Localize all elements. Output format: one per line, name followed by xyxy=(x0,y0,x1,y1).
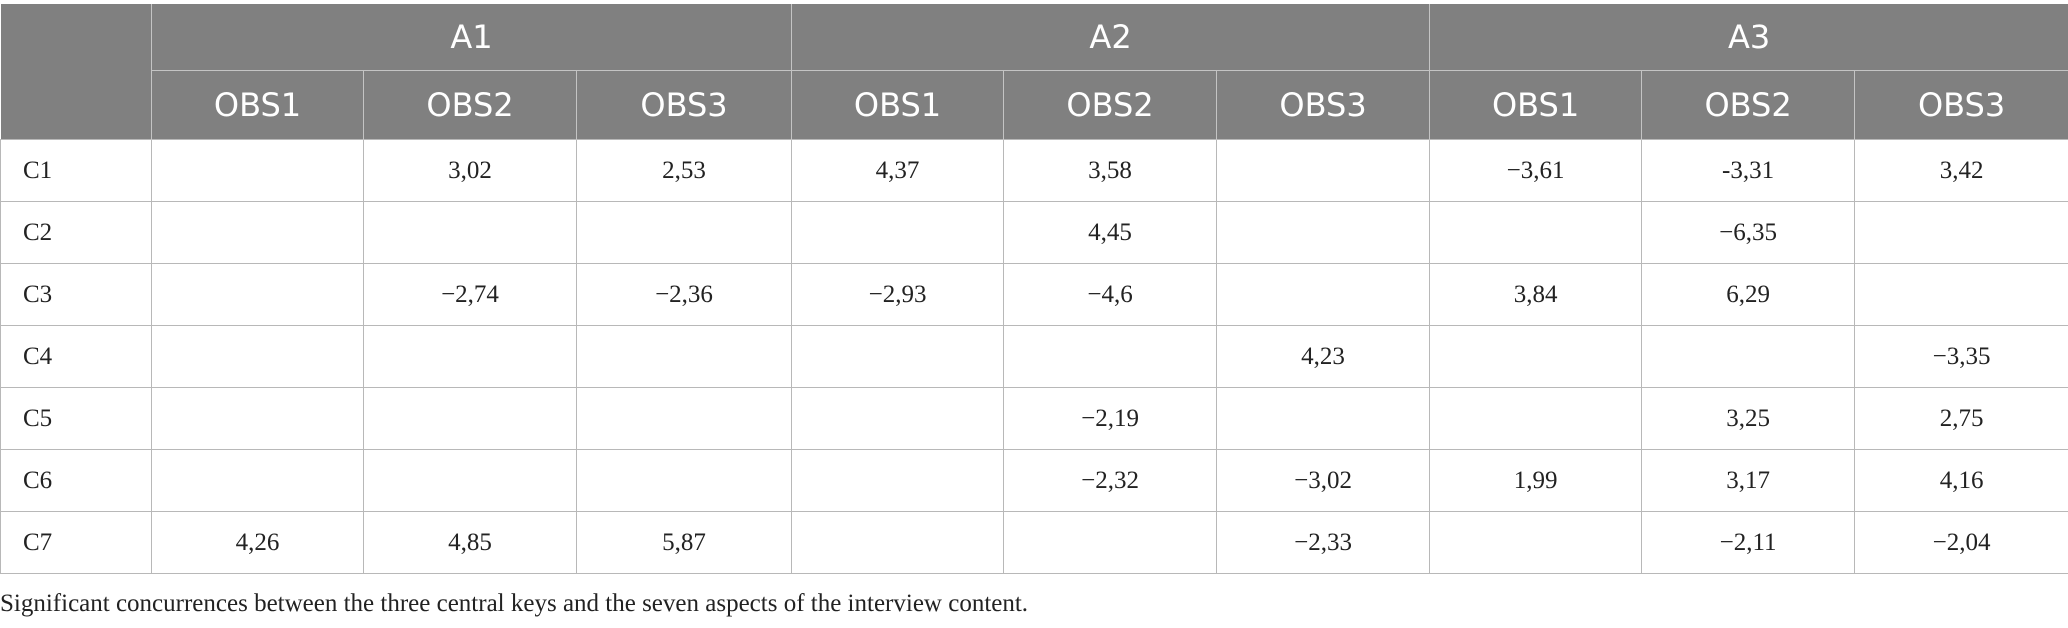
group-header-a2: A2 xyxy=(791,4,1431,71)
row-label: C5 xyxy=(0,387,152,450)
table-cell: 4,16 xyxy=(1854,449,2068,512)
table-cell xyxy=(151,201,364,264)
row-label: C7 xyxy=(0,511,152,574)
table-cell xyxy=(151,325,364,388)
table-cell: 6,29 xyxy=(1641,263,1856,326)
table-cell: −3,61 xyxy=(1429,139,1643,202)
table-cell xyxy=(1216,139,1431,202)
subheader-cell: OBS1 xyxy=(151,70,364,140)
table-cell xyxy=(791,449,1005,512)
corner-header-cell xyxy=(0,4,152,140)
table-cell: −3,35 xyxy=(1854,325,2068,388)
table-cell xyxy=(575,449,793,512)
table-body: C1 3,02 2,53 4,37 3,58 −3,61 -3,31 3,42 C2 4,45 −6… xyxy=(0,139,2068,574)
table-caption: Significant concurrences between the thr… xyxy=(0,590,1029,617)
table-cell: 3,58 xyxy=(1003,139,1218,202)
table-cell xyxy=(1429,511,1643,574)
subheader-cell: OBS1 xyxy=(791,70,1005,140)
table-cell xyxy=(1003,511,1218,574)
table-row: C2 4,45 −6,35 xyxy=(0,201,2068,264)
table-cell xyxy=(1641,325,1856,388)
table-cell xyxy=(575,201,793,264)
table-cell xyxy=(1216,263,1431,326)
table-cell: 1,99 xyxy=(1429,449,1643,512)
table-cell xyxy=(1854,263,2068,326)
table-cell: -3,31 xyxy=(1641,139,1856,202)
table-cell xyxy=(1429,387,1643,450)
table-cell: 5,87 xyxy=(575,511,793,574)
subheader-cell: OBS3 xyxy=(1216,70,1431,140)
table-cell: −2,32 xyxy=(1003,449,1218,512)
table-cell: −2,19 xyxy=(1003,387,1218,450)
concurrence-table-container: A1 A2 A3 OBS1 OBS2 OBS3 OBS1 OBS2 OBS3 O… xyxy=(0,4,2068,574)
table-cell: 2,75 xyxy=(1854,387,2068,450)
table-cell: −4,6 xyxy=(1003,263,1218,326)
group-header-a1: A1 xyxy=(150,4,793,71)
table-cell: 4,26 xyxy=(151,511,364,574)
row-label: C6 xyxy=(0,449,152,512)
table-row: C1 3,02 2,53 4,37 3,58 −3,61 -3,31 3,42 xyxy=(0,139,2068,202)
table-cell: 4,23 xyxy=(1216,325,1431,388)
table-cell: −2,11 xyxy=(1641,511,1856,574)
table-cell: 4,85 xyxy=(363,511,577,574)
table-cell: −3,02 xyxy=(1216,449,1431,512)
table-cell: 3,42 xyxy=(1854,139,2068,202)
table-cell xyxy=(1216,387,1431,450)
concurrence-table: A1 A2 A3 OBS1 OBS2 OBS3 OBS1 OBS2 OBS3 O… xyxy=(0,4,2068,574)
subheader-cell: OBS2 xyxy=(1641,70,1856,140)
table-cell: 3,84 xyxy=(1429,263,1643,326)
table-cell xyxy=(1429,325,1643,388)
table-cell xyxy=(791,387,1005,450)
table-cell: 3,17 xyxy=(1641,449,1856,512)
table-cell: −2,04 xyxy=(1854,511,2068,574)
group-header-row: A1 A2 A3 xyxy=(0,4,2068,140)
table-cell xyxy=(363,325,577,388)
table-cell: −2,36 xyxy=(575,263,793,326)
table-cell xyxy=(151,263,364,326)
table-cell xyxy=(1216,201,1431,264)
table-cell xyxy=(1854,201,2068,264)
table-cell xyxy=(151,387,364,450)
subheader-cell: OBS2 xyxy=(363,70,577,140)
table-cell xyxy=(363,201,577,264)
table-cell: −2,93 xyxy=(791,263,1005,326)
table-cell xyxy=(363,387,577,450)
table-row: C3 −2,74 −2,36 −2,93 −4,6 3,84 6,29 xyxy=(0,263,2068,326)
table-cell xyxy=(1003,325,1218,388)
row-label: C2 xyxy=(0,201,152,264)
table-cell xyxy=(575,387,793,450)
table-cell: −2,74 xyxy=(363,263,577,326)
row-label: C3 xyxy=(0,263,152,326)
table-cell: 4,37 xyxy=(791,139,1005,202)
table-row: C6 −2,32 −3,02 1,99 3,17 4,16 xyxy=(0,449,2068,512)
table-cell: 3,25 xyxy=(1641,387,1856,450)
subheader-cell: OBS2 xyxy=(1003,70,1218,140)
table-cell xyxy=(575,325,793,388)
table-cell xyxy=(791,511,1005,574)
subheader-row: OBS1 OBS2 OBS3 OBS1 OBS2 OBS3 OBS1 OBS2 … xyxy=(1,70,2068,140)
table-cell: 2,53 xyxy=(575,139,793,202)
table-cell xyxy=(151,139,364,202)
row-label: C4 xyxy=(0,325,152,388)
table-cell: −2,33 xyxy=(1216,511,1431,574)
table-row: C4 4,23 −3,35 xyxy=(0,325,2068,388)
table-row: C5 −2,19 3,25 2,75 xyxy=(0,387,2068,450)
table-cell: −6,35 xyxy=(1641,201,1856,264)
subheader-cell: OBS3 xyxy=(1854,70,2068,140)
subheader-cell: OBS1 xyxy=(1429,70,1643,140)
table-header: A1 A2 A3 OBS1 OBS2 OBS3 OBS1 OBS2 OBS3 O… xyxy=(0,4,2068,140)
table-cell xyxy=(791,325,1005,388)
table-cell: 3,02 xyxy=(363,139,577,202)
group-header-a3: A3 xyxy=(1429,4,2068,71)
table-cell xyxy=(151,449,364,512)
table-cell xyxy=(363,449,577,512)
table-cell: 4,45 xyxy=(1003,201,1218,264)
table-cell xyxy=(1429,201,1643,264)
table-cell xyxy=(791,201,1005,264)
subheader-cell: OBS3 xyxy=(575,70,793,140)
table-row: C7 4,26 4,85 5,87 −2,33 −2,11 −2,04 xyxy=(0,511,2068,574)
row-label: C1 xyxy=(0,139,152,202)
